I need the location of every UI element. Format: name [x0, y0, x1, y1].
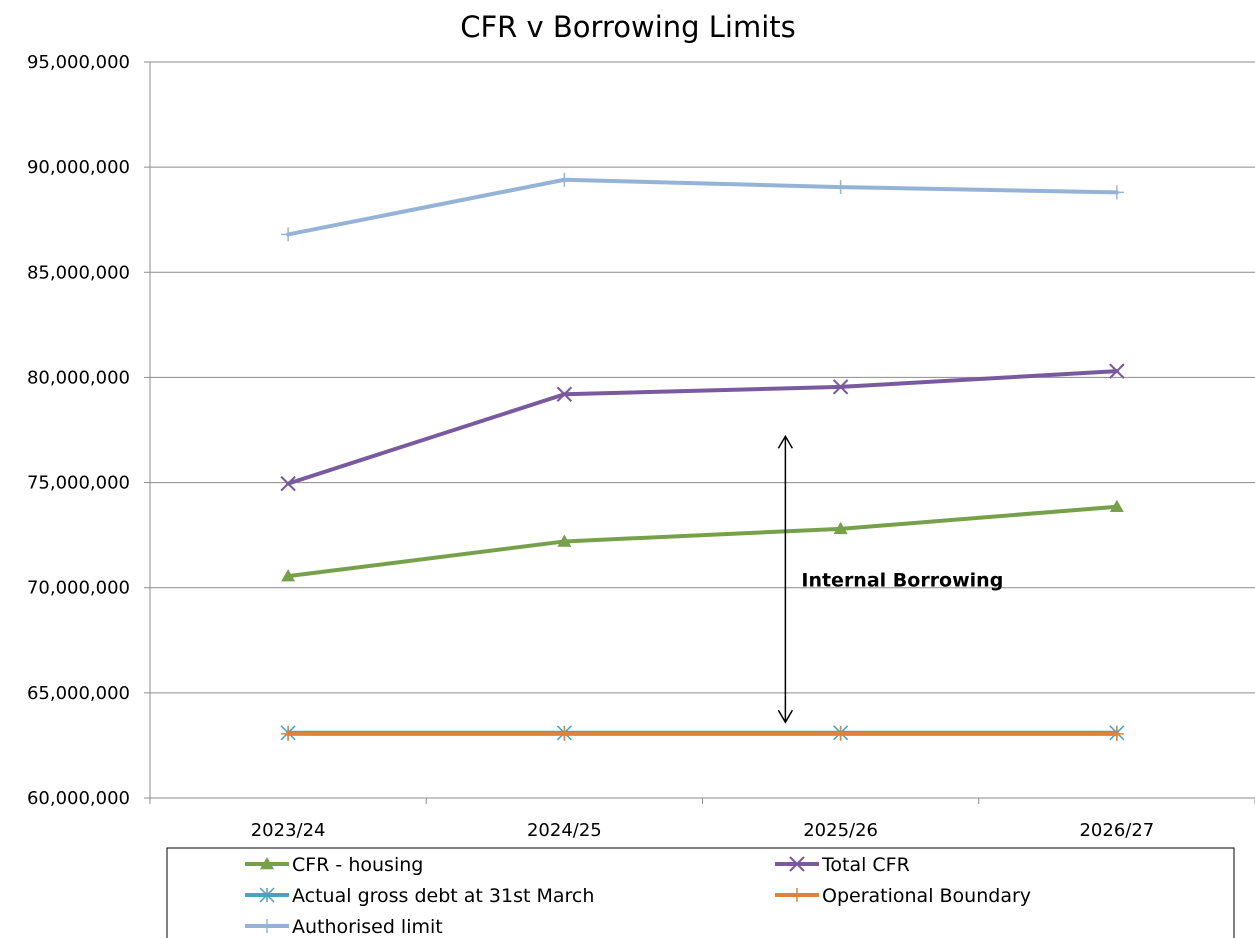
y-tick-label: 95,000,000 [27, 52, 130, 73]
annotation: Internal Borrowing [777, 434, 1003, 724]
y-tick-label: 80,000,000 [27, 367, 130, 388]
x-tick-label: 2024/25 [527, 820, 602, 841]
marker-x [832, 379, 849, 395]
data-point [281, 227, 296, 242]
marker-x [280, 475, 296, 492]
data-point [1109, 363, 1125, 379]
y-tick-label: 85,000,000 [27, 262, 130, 283]
data-point [833, 180, 848, 195]
legend-label: CFR - housing [292, 854, 423, 876]
data-point [1109, 499, 1124, 513]
marker-x [556, 386, 573, 402]
data-point [281, 569, 296, 582]
y-tick-label: 65,000,000 [27, 683, 130, 704]
series-line [286, 369, 1119, 486]
data-point [833, 521, 848, 535]
data-point [260, 919, 274, 933]
data-point [556, 386, 573, 402]
x-axis: 2023/24 2024/25 2025/26 2026/27 [149, 797, 1255, 841]
legend-entry: Actual gross debt at 31st March [245, 885, 594, 907]
legend-entry: Operational Boundary [775, 885, 1031, 907]
chart-title: CFR v Borrowing Limits [460, 10, 796, 44]
marker-x [1109, 363, 1125, 379]
data-point [1109, 185, 1124, 200]
data-point [557, 534, 572, 547]
series-authorised-limit [281, 172, 1124, 242]
series-operational-boundary [281, 726, 1124, 741]
x-tick-label: 2023/24 [251, 820, 326, 841]
data-point [832, 379, 849, 395]
legend-label: Actual gross debt at 31st March [292, 885, 594, 907]
legend-entry: Total CFR [775, 854, 910, 876]
data-point [790, 888, 804, 902]
legend-entry: CFR - housing [245, 854, 423, 876]
legend-entry: Authorised limit [245, 916, 443, 938]
data-point [281, 726, 296, 741]
arrow-head-bottom [777, 709, 794, 724]
y-tick-label: 60,000,000 [27, 788, 130, 809]
marker-triangle [557, 534, 572, 547]
legend-label: Authorised limit [292, 916, 443, 938]
series-cfr-housing [281, 499, 1124, 582]
legend-label: Total CFR [821, 854, 910, 876]
data-point [280, 475, 296, 492]
legend-label: Operational Boundary [822, 885, 1031, 907]
x-tick-label: 2025/26 [803, 820, 878, 841]
x-tick-label: 2026/27 [1079, 820, 1154, 841]
y-axis: 60,000,000 65,000,000 70,000,000 75,000,000… [27, 52, 151, 809]
data-point [557, 726, 572, 741]
data-point [1109, 726, 1124, 741]
series-total-cfr [280, 363, 1125, 492]
internal-borrowing-label: Internal Borrowing [801, 570, 1003, 592]
data-point [259, 887, 275, 903]
y-tick-label: 70,000,000 [27, 578, 130, 599]
marker-x [789, 856, 805, 872]
data-point [557, 172, 572, 187]
marker-triangle [833, 521, 848, 535]
gridlines [150, 61, 1255, 799]
series-group [280, 172, 1125, 741]
y-tick-label: 90,000,000 [27, 157, 130, 178]
marker-triangle [281, 569, 296, 582]
series-line [286, 177, 1119, 237]
data-point [260, 857, 274, 870]
data-point [789, 856, 805, 872]
marker-triangle [260, 857, 274, 870]
arrow-head-top [777, 434, 794, 449]
legend: CFR - housing Total CFR Actual gross debt … [166, 847, 1235, 938]
y-tick-label: 75,000,000 [27, 473, 130, 494]
series-line [286, 504, 1119, 579]
marker-triangle [1109, 499, 1124, 513]
data-point [833, 726, 848, 741]
legend-box [166, 847, 1235, 938]
